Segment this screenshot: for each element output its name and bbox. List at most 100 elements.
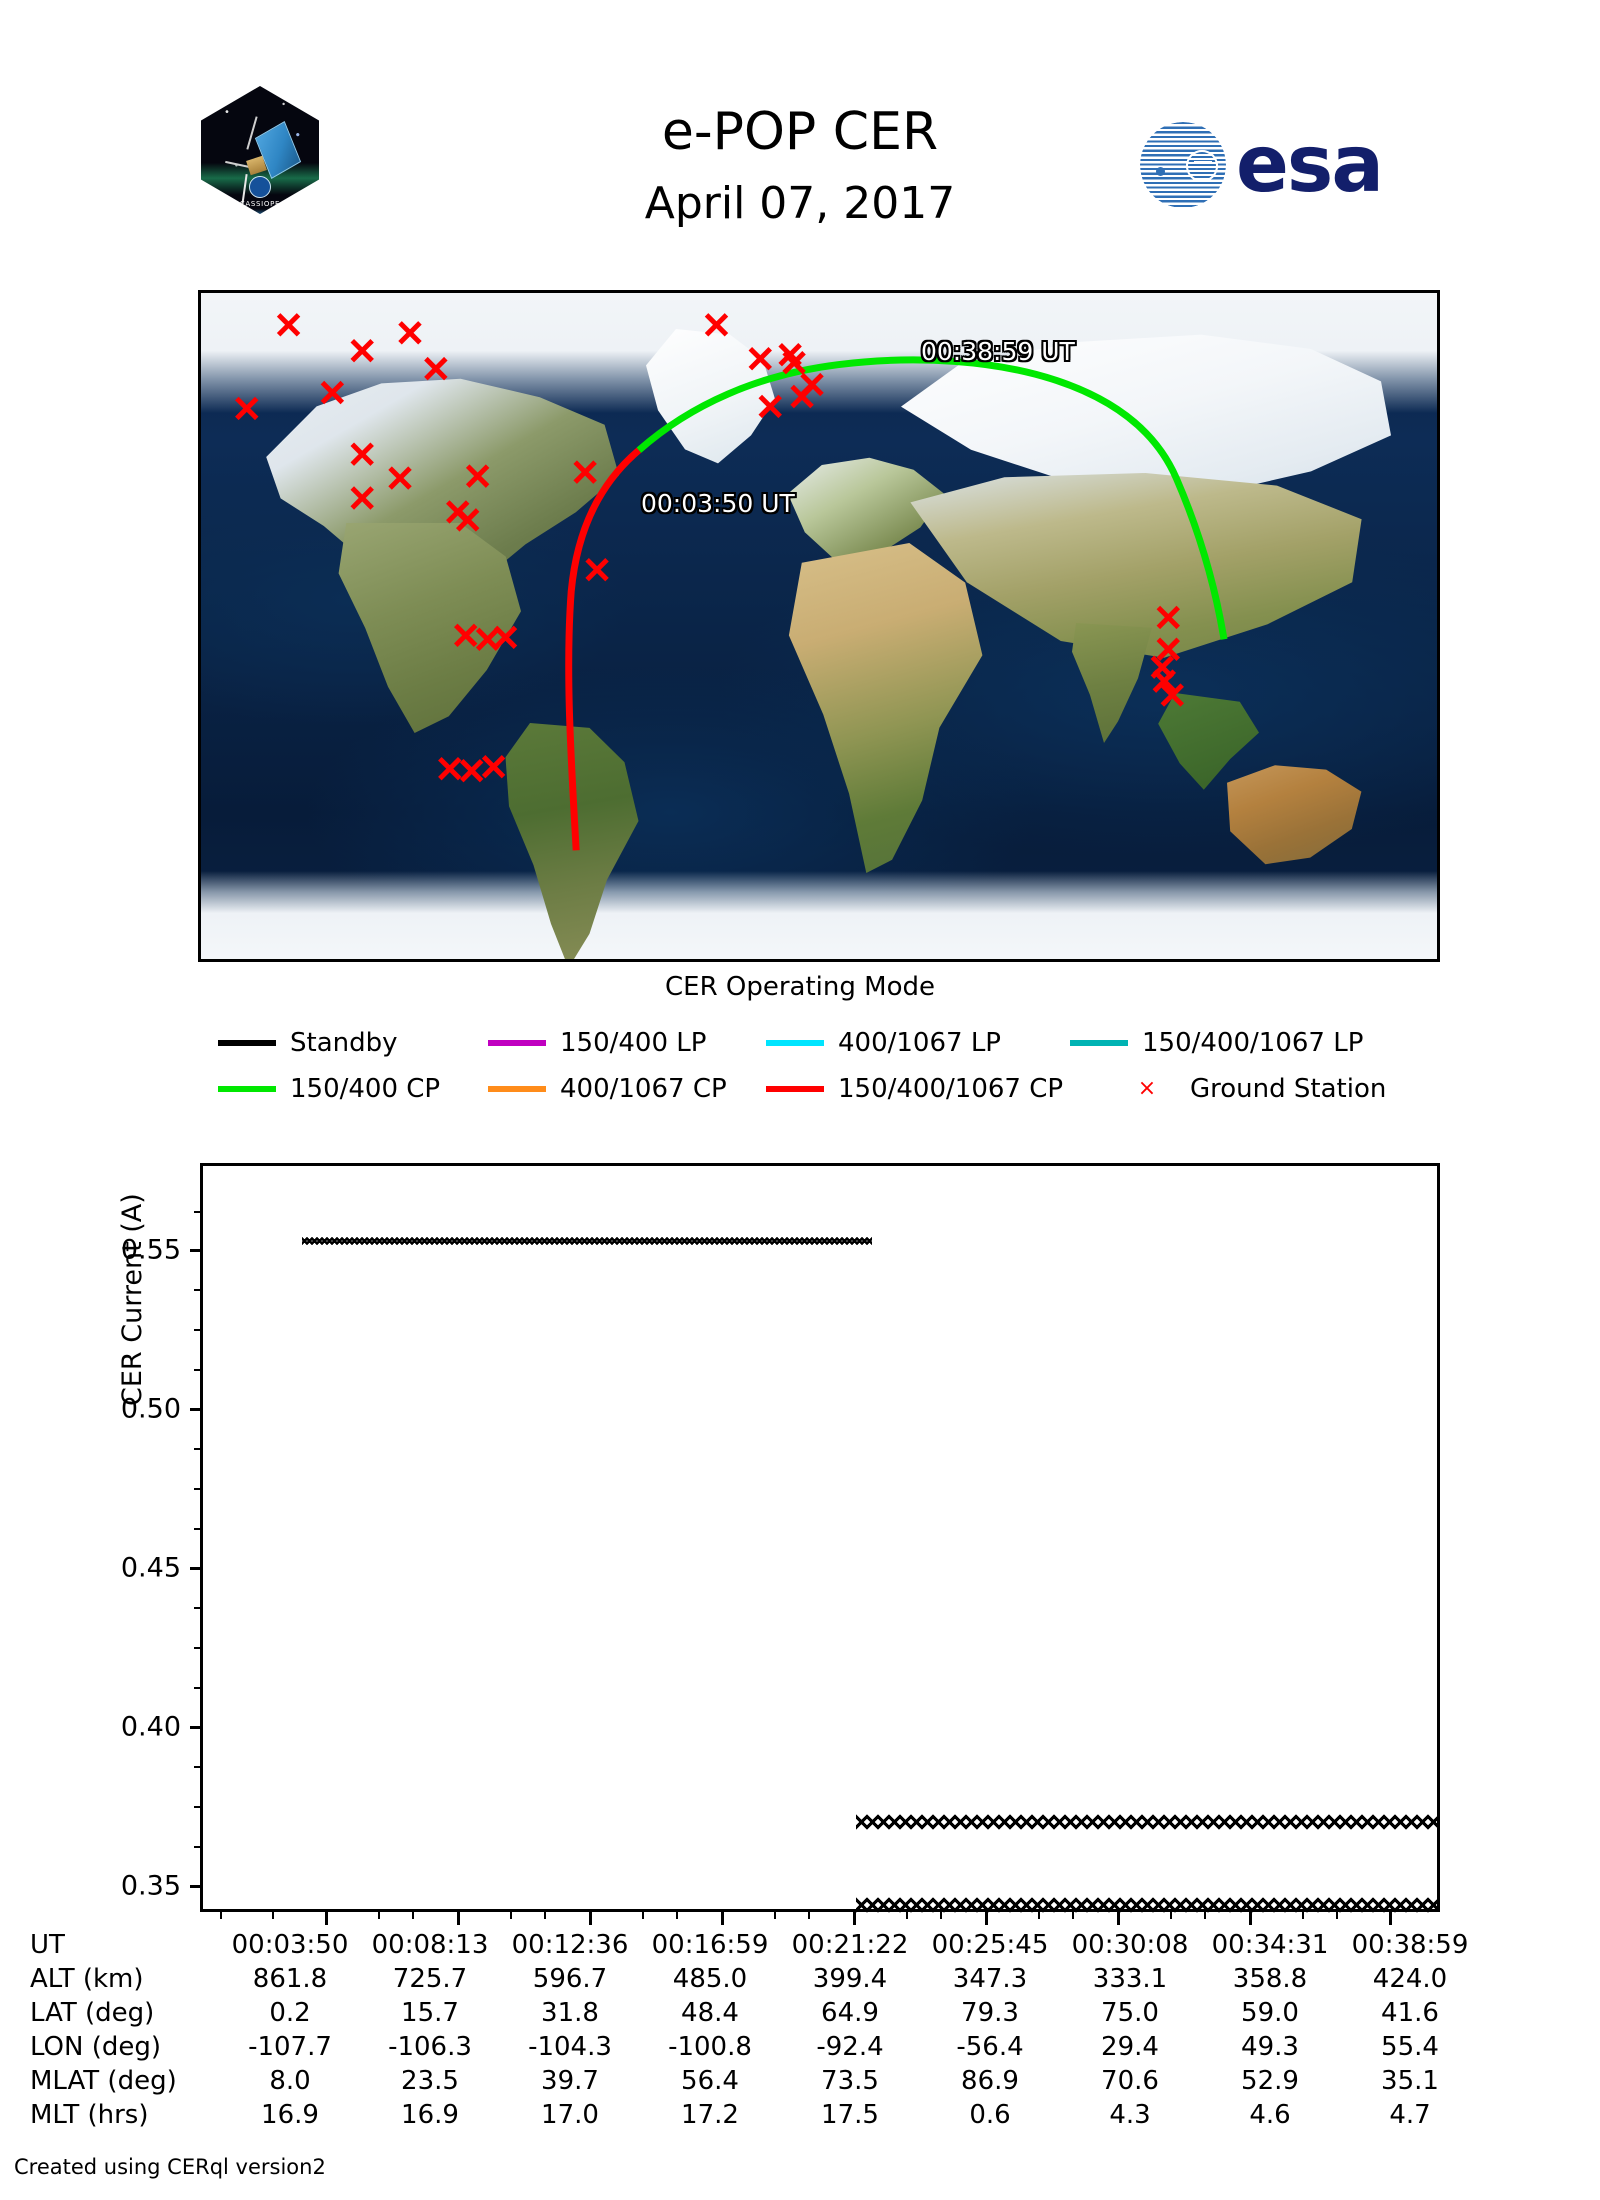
table-cell: 15.7 — [401, 1998, 459, 2028]
table-cell: 4.6 — [1249, 2100, 1291, 2130]
table-cell: 48.4 — [681, 1998, 739, 2028]
legend-item-400-1067-lp[interactable]: 400/1067 LP — [766, 1028, 1001, 1058]
y-tick-minor — [194, 1607, 203, 1610]
table-cell: 00:16:59 — [651, 1930, 769, 1960]
table-cell: 00:08:13 — [371, 1930, 489, 1960]
ground-station-marker — [276, 313, 301, 337]
table-cell: 0.6 — [969, 2100, 1011, 2130]
map-start-time-label: 00:03:50 UT — [641, 489, 795, 518]
legend-item-400-1067-cp[interactable]: 400/1067 CP — [488, 1074, 727, 1104]
x-tick-major-00-08-13 — [457, 1909, 461, 1925]
x-tick-minor — [510, 1909, 513, 1919]
y-tick-label-0.55: 0.55 — [120, 1234, 181, 1266]
table-rowlabel-mlat: MLAT (deg) — [30, 2066, 177, 2096]
x-tick-minor — [642, 1909, 645, 1919]
table-cell: 29.4 — [1101, 2032, 1159, 2062]
table-cell: 35.1 — [1381, 2066, 1439, 2096]
legend-label-400-1067-lp: 400/1067 LP — [838, 1028, 1001, 1058]
legend-row-1: Standby 150/400 LP 400/1067 LP 150/400/1… — [0, 1028, 1600, 1074]
table-rowlabel-alt: ALT (km) — [30, 1964, 144, 1994]
table-cell: 17.2 — [681, 2100, 739, 2130]
table-cell: 00:30:08 — [1071, 1930, 1189, 1960]
legend-label-400-1067-cp: 400/1067 CP — [560, 1074, 727, 1104]
ground-station-marker — [1152, 669, 1177, 693]
table-cell: 17.5 — [821, 2100, 879, 2130]
ground-station-marker — [573, 460, 597, 484]
legend-item-150-400-1067-cp[interactable]: 150/400/1067 CP — [766, 1074, 1063, 1104]
ground-station-marker — [1156, 605, 1181, 630]
table-cell: 00:38:59 — [1351, 1930, 1469, 1960]
legend-label-standby: Standby — [290, 1028, 398, 1058]
y-tick-minor — [194, 1210, 203, 1213]
table-cell: 485.0 — [672, 1964, 748, 1994]
ground-station-marker — [475, 627, 500, 652]
y-tick-minor — [194, 1289, 203, 1292]
ground-station-marker — [388, 466, 412, 490]
table-cell: 39.7 — [541, 2066, 599, 2096]
table-cell: -106.3 — [388, 2032, 472, 2062]
table-cell: -104.3 — [528, 2032, 612, 2062]
ground-station-marker — [350, 486, 374, 510]
table-cell: 23.5 — [401, 2066, 459, 2096]
ground-station-marker — [790, 384, 814, 409]
ground-station-marker — [748, 346, 772, 371]
ground-station-marker — [1156, 637, 1181, 661]
header: CASSIOPE e-POP CER April 07, 2017 esa — [0, 0, 1600, 290]
legend-item-150-400-cp[interactable]: 150/400 CP — [218, 1074, 440, 1104]
legend-swatch-400-1067-cp — [488, 1086, 546, 1092]
cer-current-plot[interactable]: CER Current (A) 0.35 0.40 0.45 0.50 0.55 — [117, 1163, 1440, 1925]
footer-credit: Created using CERql version2 — [14, 2155, 326, 2179]
legend-swatch-standby — [218, 1040, 276, 1046]
legend-swatch-150-400-lp — [488, 1040, 546, 1046]
y-tick-label-0.45: 0.45 — [120, 1552, 181, 1584]
ephemeris-table: UT 00:03:50 00:08:13 00:12:36 00:16:59 0… — [30, 1928, 1480, 2132]
table-cell: 52.9 — [1241, 2066, 1299, 2096]
ground-station-marker — [758, 394, 782, 419]
table-cell: 59.0 — [1241, 1998, 1299, 2028]
table-cell: 399.4 — [812, 1964, 888, 1994]
legend-item-150-400-1067-lp[interactable]: 150/400/1067 LP — [1070, 1028, 1363, 1058]
ground-station-marker — [493, 625, 518, 650]
y-tick-major-0.40 — [190, 1725, 203, 1729]
satellite-ground-track-overlay — [235, 313, 1228, 851]
y-tick-major-0.50 — [190, 1407, 203, 1411]
map-end-time-label: 00:38:59 UT — [921, 337, 1075, 366]
legend-item-150-400-lp[interactable]: 150/400 LP — [488, 1028, 706, 1058]
table-cell: 00:34:31 — [1211, 1930, 1329, 1960]
table-cell: 41.6 — [1381, 1998, 1439, 2028]
table-cell: 00:12:36 — [511, 1930, 629, 1960]
y-tick-label-0.50: 0.50 — [120, 1393, 181, 1425]
table-row-lat: LAT (deg) 0.2 15.7 31.8 48.4 64.9 79.3 7… — [30, 1996, 1480, 2030]
legend-label-150-400-lp: 150/400 LP — [560, 1028, 707, 1058]
world-map-ground-track: 00:03:50 UT 00:38:59 UT — [198, 290, 1440, 962]
ground-station-marker — [235, 396, 259, 421]
ground-station-marker — [782, 350, 806, 375]
x-tick-major-00-03-50 — [325, 1909, 329, 1925]
cassiope-badge-icon — [249, 176, 271, 198]
table-cell: 79.3 — [961, 1998, 1019, 2028]
table-row-lon: LON (deg) -107.7 -106.3 -104.3 -100.8 -9… — [30, 2030, 1480, 2064]
y-tick-minor — [194, 1448, 203, 1451]
table-cell: 725.7 — [392, 1964, 468, 1994]
y-tick-major-0.35 — [190, 1884, 203, 1888]
table-row-alt: ALT (km) 861.8 725.7 596.7 485.0 399.4 3… — [30, 1962, 1480, 1996]
table-rowlabel-mlt: MLT (hrs) — [30, 2100, 149, 2130]
ground-station-marker — [398, 321, 422, 345]
table-cell: 00:25:45 — [931, 1930, 1049, 1960]
table-cell: 75.0 — [1101, 1998, 1159, 2028]
legend-item-ground-station[interactable]: × Ground Station — [1118, 1074, 1387, 1104]
table-row-mlat: MLAT (deg) 8.0 23.5 39.7 56.4 73.5 86.9 … — [30, 2064, 1480, 2098]
legend-label-ground-station: Ground Station — [1190, 1074, 1387, 1104]
ground-station-marker — [481, 754, 506, 779]
cassiope-logo-wordmark: CASSIOPE — [239, 200, 281, 208]
legend-item-standby[interactable]: Standby — [218, 1028, 398, 1058]
y-tick-minor — [194, 1368, 203, 1371]
ground-station-marker — [454, 623, 478, 648]
x-tick-minor — [378, 1909, 381, 1919]
series-operating-upper — [855, 1808, 1437, 1835]
x-tick-minor — [543, 1909, 546, 1919]
y-tick-minor — [194, 1487, 203, 1490]
table-cell: 358.8 — [1232, 1964, 1308, 1994]
ground-station-marker — [465, 464, 490, 488]
